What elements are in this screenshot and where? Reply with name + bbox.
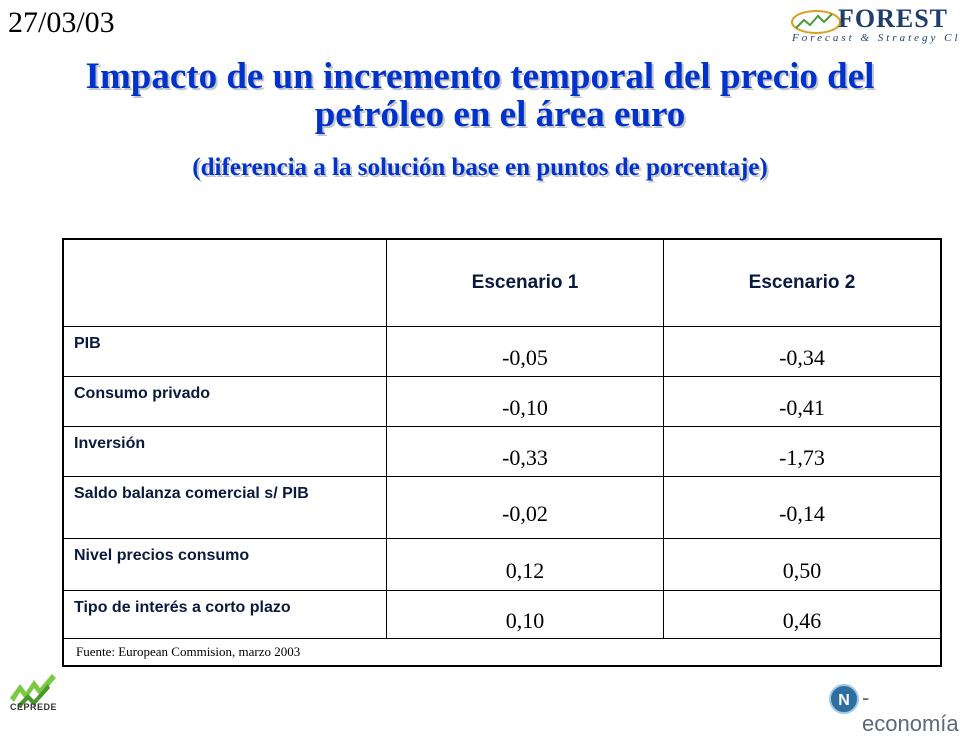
forest-logo-text: FOREST xyxy=(838,4,949,33)
source-note: Fuente: European Commision, marzo 2003 xyxy=(62,638,942,667)
column-header: Escenario 2 xyxy=(662,238,942,327)
neconomia-logo-text: -economía xyxy=(862,685,959,736)
slide-date: 27/03/03 xyxy=(8,6,115,39)
table-cell: 0,10 xyxy=(386,590,664,639)
table-row: Saldo balanza comercial s/ PIB -0,02 -0,… xyxy=(62,476,942,539)
table-row: Consumo privado -0,10 -0,41 xyxy=(62,376,942,427)
table-cell: 0,50 xyxy=(662,538,942,591)
source-row: Fuente: European Commision, marzo 2003 xyxy=(62,638,942,667)
table-header-row: Escenario 1 Escenario 2 xyxy=(62,238,942,327)
svg-text:N: N xyxy=(838,692,850,709)
row-label: Saldo balanza comercial s/ PIB xyxy=(74,485,309,502)
table-row: Nivel precios consumo 0,12 0,50 xyxy=(62,538,942,591)
table-cell: -0,33 xyxy=(386,426,664,477)
table-cell: -0,14 xyxy=(662,476,942,539)
slide-title: Impacto de un incremento temporal del pr… xyxy=(0,58,960,134)
table-cell: 0,46 xyxy=(662,590,942,639)
table-cell: -0,34 xyxy=(662,326,942,377)
table-cell: -0,05 xyxy=(386,326,664,377)
row-label: Consumo privado xyxy=(74,385,211,402)
column-header: Escenario 1 xyxy=(386,238,664,327)
forest-logo: FOREST Forecast & Strategy Club xyxy=(788,4,960,48)
table-row: Tipo de interés a corto plazo 0,10 0,46 xyxy=(62,590,942,639)
row-label: Inversión xyxy=(74,435,146,452)
cepre-logo-text: CEPREDE xyxy=(10,702,58,712)
neconomia-logo: N -economía xyxy=(828,683,959,736)
cepre-logo-icon xyxy=(10,674,56,708)
slide-title-line1: Impacto de un incremento temporal del pr… xyxy=(85,56,875,97)
row-label: PIB xyxy=(74,335,101,352)
row-label: Nivel precios consumo xyxy=(74,547,250,564)
table-row: PIB -0,05 -0,34 xyxy=(62,326,942,377)
table-row: Inversión -0,33 -1,73 xyxy=(62,426,942,477)
slide-subtitle: (diferencia a la solución base en puntos… xyxy=(192,154,768,181)
table-cell: -0,41 xyxy=(662,376,942,427)
table-cell: -0,02 xyxy=(386,476,664,539)
forest-logo-tagline: Forecast & Strategy Club xyxy=(792,32,960,44)
table-corner-cell xyxy=(62,238,387,327)
neconomia-globe-icon: N xyxy=(829,684,859,714)
row-label: Tipo de interés a corto plazo xyxy=(74,599,291,616)
slide-title-line2: petróleo en el área euro xyxy=(314,94,686,135)
forest-swoosh-icon xyxy=(791,10,841,34)
table-cell: -1,73 xyxy=(662,426,942,477)
impact-table: Escenario 1 Escenario 2 PIB -0,05 -0,34 … xyxy=(62,238,942,667)
table-cell: -0,10 xyxy=(386,376,664,427)
table-cell: 0,12 xyxy=(386,538,664,591)
